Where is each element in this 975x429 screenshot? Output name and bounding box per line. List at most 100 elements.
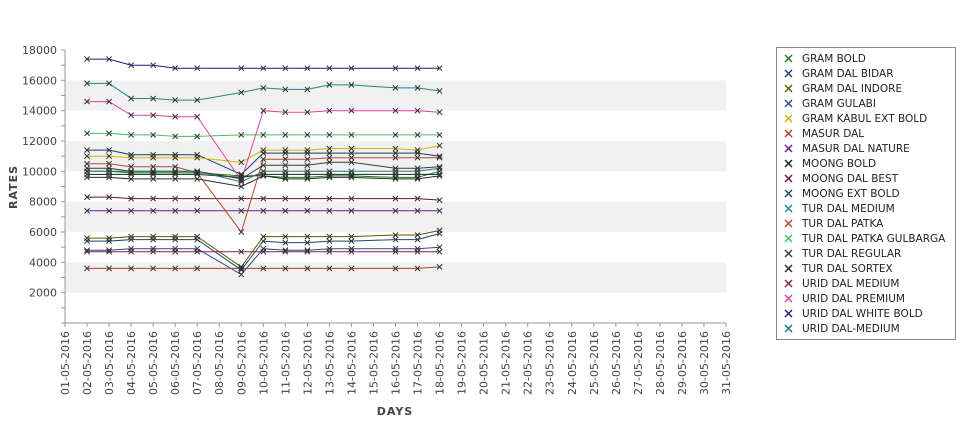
point-stroke xyxy=(348,131,355,138)
point-stroke xyxy=(238,131,245,138)
data-point xyxy=(348,107,355,114)
data-point xyxy=(414,248,421,255)
legend-item: GRAM GULABI xyxy=(777,96,955,111)
data-point xyxy=(260,156,267,163)
data-point xyxy=(172,265,179,272)
point-stroke xyxy=(84,98,90,105)
point-stroke xyxy=(260,84,267,91)
point-stroke xyxy=(128,195,135,202)
point-stroke xyxy=(282,239,289,246)
point-stroke xyxy=(326,150,333,157)
point-stroke xyxy=(348,172,355,179)
data-point xyxy=(436,248,443,255)
point-stroke xyxy=(106,153,113,160)
data-point xyxy=(194,154,201,161)
data-point xyxy=(150,265,157,272)
x-tick-label: 14-05-2016 xyxy=(345,331,358,395)
data-point xyxy=(414,265,421,272)
point-stroke xyxy=(348,265,355,272)
point-stroke xyxy=(172,154,179,161)
legend-item: MOONG BOLD xyxy=(777,156,955,171)
x-tick-label: 24-05-2016 xyxy=(566,331,579,395)
data-point xyxy=(194,236,201,243)
data-point xyxy=(436,263,443,270)
data-point xyxy=(414,232,421,238)
data-point xyxy=(348,265,355,272)
legend-marker-icon xyxy=(784,129,793,138)
legend-marker-icon xyxy=(784,54,793,63)
point-stroke xyxy=(194,113,201,120)
data-point xyxy=(436,244,443,251)
legend-item: MOONG EXT BOLD xyxy=(777,186,955,201)
point-stroke xyxy=(106,207,113,214)
data-point xyxy=(348,168,355,175)
point-stroke xyxy=(282,175,289,182)
data-point xyxy=(128,248,135,255)
data-point xyxy=(194,113,201,120)
point-stroke xyxy=(304,195,311,202)
data-point xyxy=(436,172,443,179)
data-point xyxy=(260,65,267,72)
legend-item: TUR DAL PATKA xyxy=(777,216,955,231)
data-point xyxy=(348,248,355,255)
data-point xyxy=(304,65,311,72)
data-point xyxy=(194,265,201,272)
point-stroke xyxy=(84,265,90,272)
data-point xyxy=(84,238,90,245)
data-point xyxy=(150,236,157,243)
legend-item: URID DAL WHITE BOLD xyxy=(777,306,955,321)
data-point xyxy=(414,107,421,114)
point-stroke xyxy=(106,56,113,63)
point-stroke xyxy=(238,207,245,214)
data-point xyxy=(282,239,289,246)
data-point xyxy=(150,169,157,176)
data-point xyxy=(392,84,399,91)
legend-marker-icon xyxy=(784,114,793,123)
point-stroke xyxy=(348,107,355,114)
point-stroke xyxy=(392,195,399,202)
data-point xyxy=(348,207,355,214)
point-stroke xyxy=(128,163,135,170)
point-stroke xyxy=(414,168,421,175)
point-stroke xyxy=(106,80,113,87)
data-point xyxy=(238,183,245,190)
data-point xyxy=(128,168,135,175)
data-point xyxy=(106,168,113,175)
x-tick-label: 28-05-2016 xyxy=(654,331,667,395)
data-point xyxy=(128,112,135,119)
data-point xyxy=(304,175,311,182)
point-stroke xyxy=(150,207,157,214)
legend-marker-icon xyxy=(784,309,793,318)
point-stroke xyxy=(260,172,267,179)
point-stroke xyxy=(436,230,443,237)
point-stroke xyxy=(326,172,333,179)
point-stroke xyxy=(392,154,399,161)
point-stroke xyxy=(84,153,90,160)
point-stroke xyxy=(436,153,443,160)
point-stroke xyxy=(260,131,267,138)
point-stroke xyxy=(172,168,179,175)
y-tick-label: 16000 xyxy=(22,74,57,87)
point-stroke xyxy=(348,145,355,152)
point-stroke xyxy=(326,265,333,272)
point-stroke xyxy=(150,265,157,272)
legend-marker-icon xyxy=(784,264,793,273)
point-stroke xyxy=(84,130,90,137)
x-tick-label: 25-05-2016 xyxy=(588,331,601,395)
chart-legend: GRAM BOLD GRAM DAL BIDAR GRAM DAL INDORE GR… xyxy=(776,47,956,340)
point-stroke xyxy=(172,248,179,255)
y-tick-label: 18000 xyxy=(22,44,57,57)
point-stroke xyxy=(304,239,311,246)
point-stroke xyxy=(172,113,179,120)
point-stroke xyxy=(436,65,443,72)
x-tick-label: 04-05-2016 xyxy=(125,331,138,395)
point-stroke xyxy=(304,265,311,272)
point-stroke xyxy=(304,131,311,138)
point-stroke xyxy=(348,65,355,72)
data-point xyxy=(150,248,157,255)
legend-item: TUR DAL PATKA GULBARGA xyxy=(777,231,955,246)
point-stroke xyxy=(348,168,355,175)
point-stroke xyxy=(150,112,157,119)
data-point xyxy=(414,195,421,202)
